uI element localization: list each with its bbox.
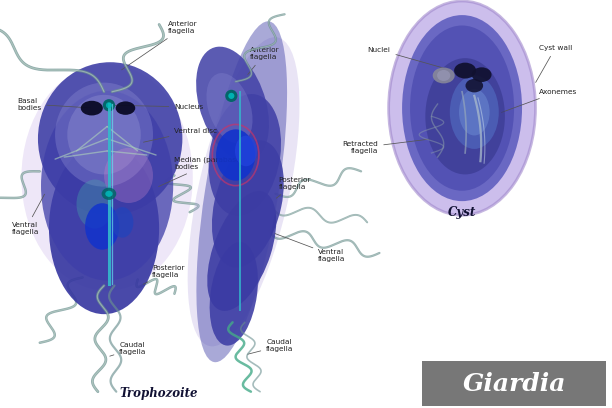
Text: Median (parabasal)
bodies: Median (parabasal) bodies bbox=[159, 156, 246, 186]
Ellipse shape bbox=[425, 58, 505, 175]
Ellipse shape bbox=[55, 83, 153, 187]
Ellipse shape bbox=[116, 101, 135, 115]
Ellipse shape bbox=[228, 93, 234, 99]
Ellipse shape bbox=[38, 62, 182, 215]
Ellipse shape bbox=[102, 188, 116, 200]
Ellipse shape bbox=[41, 91, 173, 281]
FancyBboxPatch shape bbox=[422, 361, 606, 406]
Text: Anterior
flagella: Anterior flagella bbox=[248, 47, 279, 75]
Text: Giardia: Giardia bbox=[462, 373, 566, 396]
Ellipse shape bbox=[402, 15, 522, 201]
Ellipse shape bbox=[437, 70, 450, 81]
Text: Retracted
flagella: Retracted flagella bbox=[343, 139, 430, 154]
Ellipse shape bbox=[49, 143, 159, 314]
Ellipse shape bbox=[111, 207, 133, 237]
Ellipse shape bbox=[104, 148, 153, 203]
Text: Nucleus: Nucleus bbox=[115, 104, 204, 110]
Text: Nuclei: Nuclei bbox=[368, 47, 449, 69]
Ellipse shape bbox=[410, 25, 514, 191]
Ellipse shape bbox=[235, 135, 257, 166]
Text: Caudal
flagella: Caudal flagella bbox=[247, 339, 294, 354]
Ellipse shape bbox=[81, 101, 103, 115]
Text: Basal
bodies: Basal bodies bbox=[17, 98, 91, 111]
Ellipse shape bbox=[207, 191, 276, 311]
Text: Ventral
flagella: Ventral flagella bbox=[275, 233, 346, 262]
Ellipse shape bbox=[85, 203, 119, 250]
Ellipse shape bbox=[433, 67, 455, 84]
Ellipse shape bbox=[188, 37, 299, 346]
Ellipse shape bbox=[76, 180, 113, 228]
Ellipse shape bbox=[209, 94, 281, 216]
Ellipse shape bbox=[225, 90, 237, 102]
Ellipse shape bbox=[459, 89, 490, 135]
Ellipse shape bbox=[216, 129, 255, 181]
Ellipse shape bbox=[212, 140, 284, 268]
Ellipse shape bbox=[466, 79, 483, 93]
Ellipse shape bbox=[450, 75, 499, 149]
Ellipse shape bbox=[454, 62, 476, 79]
Ellipse shape bbox=[210, 242, 258, 346]
Ellipse shape bbox=[196, 47, 269, 162]
Text: Caudal
flagella: Caudal flagella bbox=[110, 342, 147, 356]
Ellipse shape bbox=[106, 102, 112, 109]
Ellipse shape bbox=[105, 191, 113, 197]
Ellipse shape bbox=[103, 99, 115, 111]
Text: Anterior
flagella: Anterior flagella bbox=[122, 21, 198, 70]
Ellipse shape bbox=[389, 1, 536, 215]
Text: Posterior
flagella: Posterior flagella bbox=[277, 177, 311, 198]
Ellipse shape bbox=[196, 21, 287, 362]
Ellipse shape bbox=[67, 95, 141, 175]
Text: Cyst: Cyst bbox=[448, 206, 476, 219]
Ellipse shape bbox=[21, 64, 193, 290]
Text: Posterior
flagella: Posterior flagella bbox=[143, 265, 184, 284]
Text: Ventral
flagella: Ventral flagella bbox=[12, 194, 45, 235]
Text: Cyst wall: Cyst wall bbox=[536, 45, 572, 82]
Ellipse shape bbox=[472, 67, 491, 82]
Text: Trophozoite: Trophozoite bbox=[120, 387, 198, 400]
Text: Axonemes: Axonemes bbox=[501, 89, 577, 113]
Text: Ventral disc: Ventral disc bbox=[143, 128, 217, 142]
Ellipse shape bbox=[206, 73, 253, 143]
